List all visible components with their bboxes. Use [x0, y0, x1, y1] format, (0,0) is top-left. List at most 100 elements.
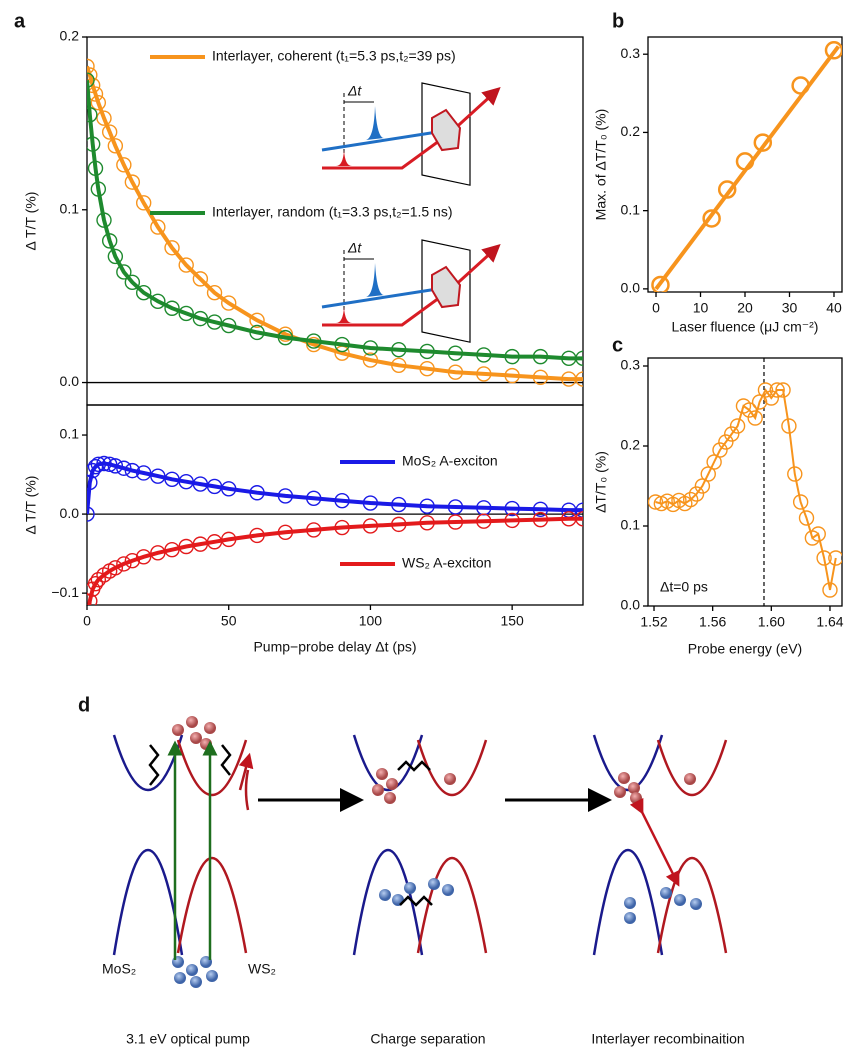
- data-point: [769, 382, 785, 398]
- plot-area: [87, 58, 583, 387]
- x-tick-label: 1.56: [699, 614, 726, 630]
- annotation: Δt=0 ps: [660, 579, 708, 595]
- lattice-hex: [431, 108, 462, 152]
- data-point: [476, 347, 492, 363]
- pump-pulse: [336, 150, 352, 166]
- data-point: [362, 495, 379, 511]
- data-point: [775, 382, 791, 398]
- data-point: [101, 456, 118, 472]
- plot-area: [651, 41, 842, 292]
- carrier: [674, 894, 686, 906]
- data-point: [249, 324, 265, 341]
- y-tick-label: 0.1: [60, 426, 80, 442]
- data-point: [419, 515, 435, 531]
- data-point: [249, 527, 265, 544]
- carrier: [614, 786, 626, 798]
- pump-beam: [322, 86, 501, 170]
- x-axis-label: Laser fluence (μJ cm⁻²): [672, 319, 819, 335]
- data-point: [277, 326, 294, 342]
- data-point: [87, 72, 95, 88]
- panel-label: d: [78, 694, 90, 716]
- data-point: [757, 382, 774, 398]
- chart-scatter: b 0.0 0.1 0.2 0.3 0 10 20 30 40 Max. of ΔT/T₀ (%) L…: [593, 10, 843, 335]
- x-axis-label: Pump−probe delay Δt (ps): [253, 639, 416, 655]
- layer-label: WS₂: [248, 961, 276, 977]
- x-tick-label: 100: [359, 613, 383, 629]
- plot-area: [87, 455, 583, 605]
- probe-pulse: [366, 263, 384, 297]
- band: [176, 739, 248, 797]
- data-point: [87, 593, 98, 605]
- data-point: [221, 317, 237, 334]
- data-point: [87, 58, 95, 75]
- data-point: [688, 486, 705, 502]
- data-point: [306, 333, 322, 349]
- data-point: [116, 556, 132, 572]
- legend-label: WS₂ A-exciton: [402, 555, 491, 571]
- data-point: [277, 524, 294, 540]
- band: [656, 739, 728, 797]
- y-tick-label: 0.0: [60, 373, 80, 389]
- x-tick-label: 40: [826, 300, 842, 316]
- carrier: [618, 772, 630, 784]
- legend-label: Interlayer, coherent (t₁=5.3 ps,t₂=39 ps…: [212, 48, 456, 64]
- series-line: [87, 65, 583, 382]
- data-point: [391, 342, 407, 358]
- data-point: [828, 550, 842, 566]
- data-point: [447, 514, 464, 530]
- chart-scatter: c 0.0 0.1 0.2 0.3 1.52 1.56 1.60 1.64 ΔT/T₀ (%) Pr…: [593, 334, 844, 656]
- y-tick-label: 0.1: [621, 517, 641, 533]
- data-point: [787, 466, 803, 482]
- carrier: [376, 768, 388, 780]
- data-point: [419, 361, 435, 377]
- data-point: [706, 454, 722, 470]
- data-point: [164, 300, 180, 316]
- data-point: [532, 501, 549, 518]
- carrier: [186, 964, 198, 976]
- data-point: [476, 366, 492, 382]
- carrier: [624, 912, 636, 924]
- data-point: [648, 494, 664, 510]
- y-tick-label: 0.0: [621, 280, 641, 296]
- x-tick-label: 1.60: [758, 614, 785, 630]
- band: [416, 739, 488, 797]
- data-point: [334, 492, 350, 509]
- band: [176, 857, 248, 954]
- carrier: [404, 882, 416, 894]
- y-axis-label: ΔT/T₀ (%): [593, 451, 609, 513]
- data-point: [532, 348, 549, 365]
- data-point: [824, 41, 842, 60]
- data-point: [362, 518, 379, 534]
- x-tick-label: 1.64: [816, 614, 843, 630]
- data-point: [150, 219, 166, 235]
- data-point: [718, 434, 734, 450]
- carrier: [660, 887, 672, 899]
- data-point: [164, 240, 180, 256]
- data-point: [712, 442, 728, 458]
- data-point: [249, 312, 265, 329]
- data-point: [150, 545, 166, 561]
- transfer-arrow: [397, 760, 431, 772]
- data-point: [164, 541, 180, 558]
- recombination-arrow: [629, 797, 680, 887]
- series-line: [654, 45, 840, 291]
- lattice-hex: [431, 265, 462, 309]
- data-point: [124, 174, 141, 190]
- data-point: [221, 295, 237, 311]
- delay-label: Δt: [347, 240, 362, 256]
- caption: 3.1 eV optical pump: [126, 1031, 250, 1047]
- data-point: [135, 284, 152, 301]
- carrier: [206, 970, 218, 982]
- band: [592, 734, 664, 792]
- probe-beam: [321, 128, 451, 152]
- data-point: [150, 468, 166, 484]
- data-point: [90, 94, 107, 111]
- data-point: [116, 264, 132, 280]
- y-axis-label: Δ T/T (%): [23, 192, 39, 251]
- data-point: [87, 474, 98, 491]
- x-tick-label: 0: [83, 613, 91, 629]
- transfer-arrow: [399, 895, 433, 907]
- carrier: [174, 972, 186, 984]
- data-point: [221, 481, 237, 497]
